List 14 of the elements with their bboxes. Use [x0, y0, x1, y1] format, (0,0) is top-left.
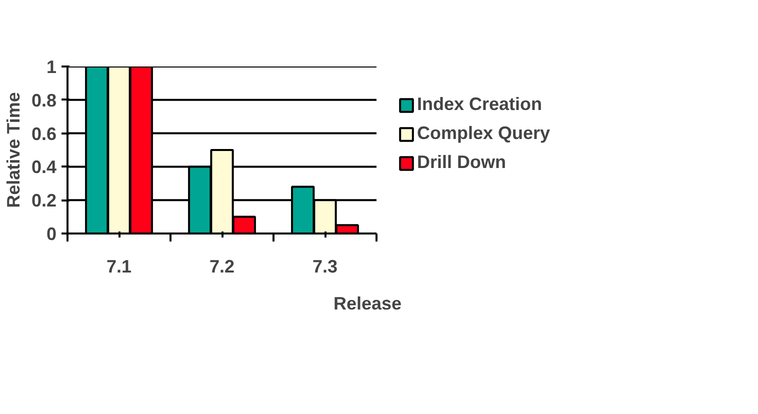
- y-tick-label: 0.4: [31, 157, 57, 178]
- legend-label: Index Creation: [417, 94, 542, 115]
- x-tick-label: 7.1: [106, 256, 132, 276]
- x-tick-label: 7.2: [209, 256, 235, 276]
- y-tick-label: 0.8: [31, 90, 57, 110]
- x-axis-title: Release: [333, 294, 402, 314]
- y-tick-label: 0.2: [31, 190, 57, 211]
- x-tick-label: 7.3: [312, 256, 338, 276]
- y-tick-label: 0.6: [31, 124, 57, 144]
- legend-label: Complex Query: [417, 123, 550, 144]
- y-tick-label: 1: [46, 57, 57, 77]
- legend-label: Drill Down: [417, 152, 506, 173]
- y-axis-title: Relative Time: [3, 92, 24, 208]
- y-tick-label: 0: [46, 224, 57, 244]
